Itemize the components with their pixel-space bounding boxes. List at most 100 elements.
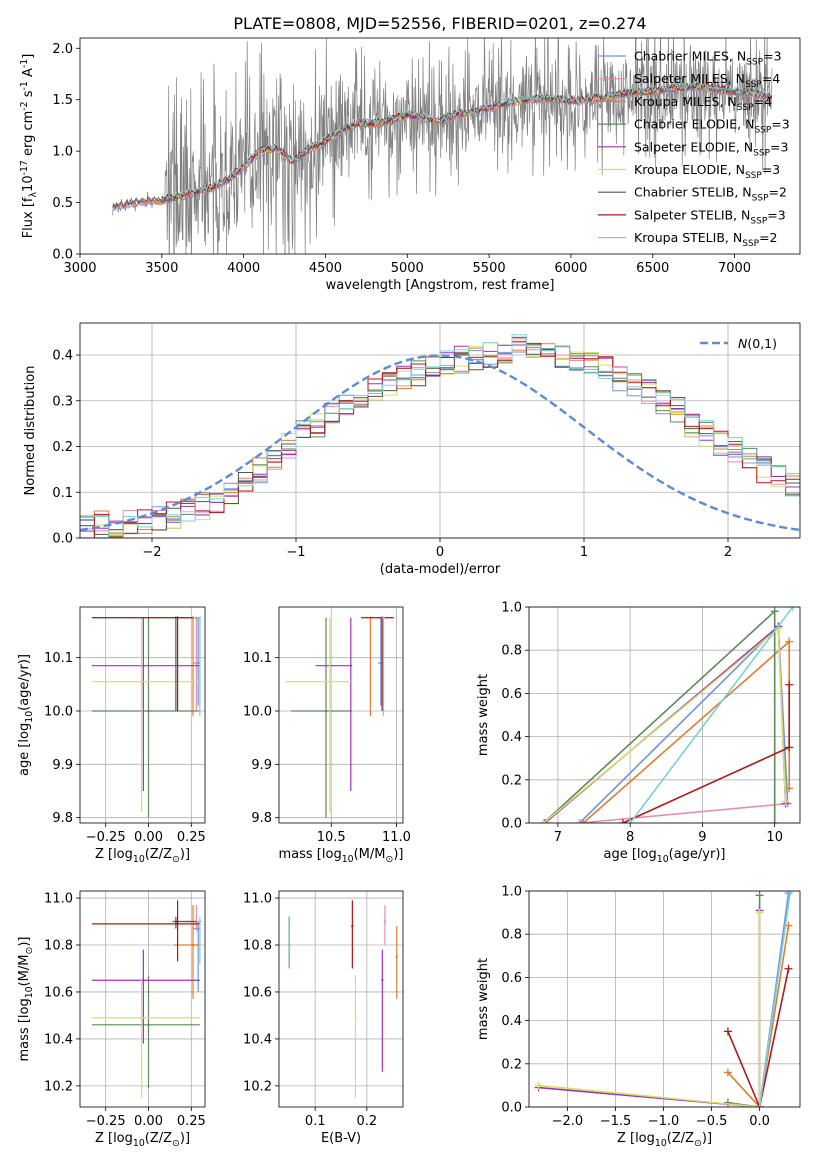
- weight-marker: [618, 819, 627, 823]
- y-tick-label: 0.8: [501, 928, 522, 943]
- weight-marker: [540, 819, 549, 823]
- data-point: [349, 664, 352, 667]
- plot-area: [534, 891, 795, 1107]
- mass-vs-metallicity-panel: −0.25 0.00 0.25 10.2 10.4 10.6 10.8 11.0 Z [log1…: [17, 890, 206, 1149]
- y-tick-label: 1.0: [501, 601, 522, 616]
- data-point: [379, 661, 383, 665]
- y-tick-label: 0.8: [501, 644, 522, 659]
- y-tick-label: 9.8: [251, 811, 272, 826]
- gaussian-curve: [80, 354, 800, 532]
- x-axis-label: E(B-V): [321, 1131, 361, 1146]
- weight-marker: [786, 891, 795, 895]
- weight-line: [579, 802, 788, 823]
- weight-vs-age-panel: 7 8 9 10 0.0 0.2 0.4 0.6 0.8 1.0 age [log10(age/yr…: [476, 601, 801, 865]
- data-point: [174, 920, 178, 923]
- axes-frame: [528, 890, 801, 1108]
- y-tick-label: 0.0: [501, 817, 522, 832]
- data-point: [383, 920, 387, 923]
- weight-marker: [723, 1098, 732, 1107]
- x-tick-label: 0.1: [305, 1114, 326, 1129]
- y-tick-label: 0.0: [52, 532, 73, 547]
- weight-marker: [755, 1103, 764, 1107]
- x-axis-label: (data-model)/error: [380, 562, 501, 577]
- age-vs-mass-panel: 10.5 11.0 9.8 9.9 10.0 10.1 mass [log10(M/M⊙)]: [243, 606, 411, 865]
- x-tick-label: 7: [554, 830, 562, 845]
- weight-marker: [784, 964, 793, 973]
- axes-frame: [278, 606, 404, 824]
- data-point: [140, 1016, 143, 1019]
- x-tick-label: 10.5: [317, 830, 346, 845]
- x-axis-label: age [log10(age/yr)]: [604, 847, 726, 865]
- x-tick-label: −0.25: [86, 1114, 126, 1129]
- legend-entry: N(0,1): [738, 336, 777, 351]
- x-axis-label: wavelength [Angstrom, rest frame]: [326, 278, 555, 293]
- spectrum-panel: 3000 3500 4000 4500 5000 5500 6000 6500 7000 0.0 0…: [19, 37, 801, 293]
- x-tick-label: 4000: [227, 261, 260, 276]
- legend-entry: Chabrier ELODIE, NSSP=3: [634, 117, 790, 136]
- weight-marker: [770, 819, 779, 823]
- weight-line: [538, 912, 761, 1107]
- weight-marker: [723, 1027, 732, 1036]
- weight-marker: [785, 743, 794, 752]
- y-tick-label: 0.4: [52, 349, 73, 364]
- data-point: [382, 616, 385, 619]
- y-tick-label: 10.2: [44, 1079, 73, 1094]
- y-tick-label: 10.0: [44, 705, 73, 720]
- weight-line: [622, 684, 790, 823]
- weight-line: [542, 626, 787, 823]
- x-tick-label: 0.00: [134, 1114, 163, 1129]
- y-tick-label: 0.6: [501, 687, 522, 702]
- y-axis-label: Flux [fλ10-17 erg cm-2 s-1 A-1]: [19, 54, 39, 239]
- weight-marker: [755, 908, 764, 917]
- weight-line: [629, 607, 794, 823]
- data-point: [288, 943, 291, 947]
- data-point: [140, 680, 143, 683]
- y-axis-label: age [log10(age/yr)]: [17, 654, 35, 776]
- y-axis-label: mass weight: [476, 958, 491, 1040]
- weight-marker: [575, 819, 584, 823]
- y-axis-label: mass [log10(M/M⊙)]: [17, 937, 35, 1062]
- mass-vs-extinction-panel: 0.1 0.2 10.2 10.4 10.6 10.8 11.0 E(B-V): [243, 890, 404, 1146]
- x-tick-label: 0.25: [177, 830, 206, 845]
- y-tick-label: 0.6: [501, 971, 522, 986]
- y-tick-label: 9.9: [52, 758, 73, 773]
- y-tick-label: 11.0: [243, 892, 272, 907]
- x-tick-label: 7000: [718, 261, 751, 276]
- weight-marker: [723, 1068, 732, 1077]
- data-point: [147, 709, 150, 713]
- plot-area: [112, 38, 773, 254]
- y-tick-label: 0.2: [501, 1057, 522, 1072]
- x-tick-label: 3500: [145, 261, 178, 276]
- legend-entry: Salpeter MILES, NSSP=4: [634, 71, 780, 90]
- y-tick-label: 0.4: [501, 1014, 522, 1029]
- y-tick-label: 0.2: [501, 773, 522, 788]
- x-tick-label: 0: [436, 545, 444, 560]
- y-tick-label: 10.0: [243, 705, 272, 720]
- y-tick-label: 1.0: [52, 145, 73, 160]
- age-vs-metallicity-panel: −0.25 0.00 0.25 9.8 9.9 10.0 10.1 Z [log10(Z/Z⊙…: [17, 606, 206, 865]
- y-tick-label: 9.8: [52, 811, 73, 826]
- y-tick-label: 0.1: [52, 486, 73, 501]
- y-tick-label: 9.9: [251, 758, 272, 773]
- x-tick-label: 6000: [554, 261, 587, 276]
- y-tick-label: 10.1: [44, 651, 73, 666]
- x-tick-label: 9: [698, 830, 706, 845]
- y-tick-label: 2.0: [52, 42, 73, 57]
- data-point: [324, 709, 328, 713]
- weight-marker: [539, 819, 548, 823]
- residual-histogram: [80, 347, 800, 538]
- weight-line: [727, 895, 761, 1107]
- data-point: [196, 927, 200, 930]
- x-tick-label: 5000: [391, 261, 424, 276]
- data-point: [196, 661, 200, 665]
- x-tick-label: 4500: [309, 261, 342, 276]
- figure-title: PLATE=0808, MJD=52556, FIBERID=0201, z=0…: [233, 14, 646, 33]
- x-tick-label: 8: [626, 830, 634, 845]
- y-tick-label: 0.3: [52, 394, 73, 409]
- y-tick-label: 10.6: [243, 985, 272, 1000]
- legend-entry: Chabrier MILES, NSSP=3: [634, 49, 782, 68]
- residuals-panel: −2 −1 0 1 2 0.0 0.1 0.2 0.3 0.4 (data-model)/error…: [23, 322, 801, 577]
- data-point: [395, 955, 398, 958]
- data-point: [328, 680, 332, 683]
